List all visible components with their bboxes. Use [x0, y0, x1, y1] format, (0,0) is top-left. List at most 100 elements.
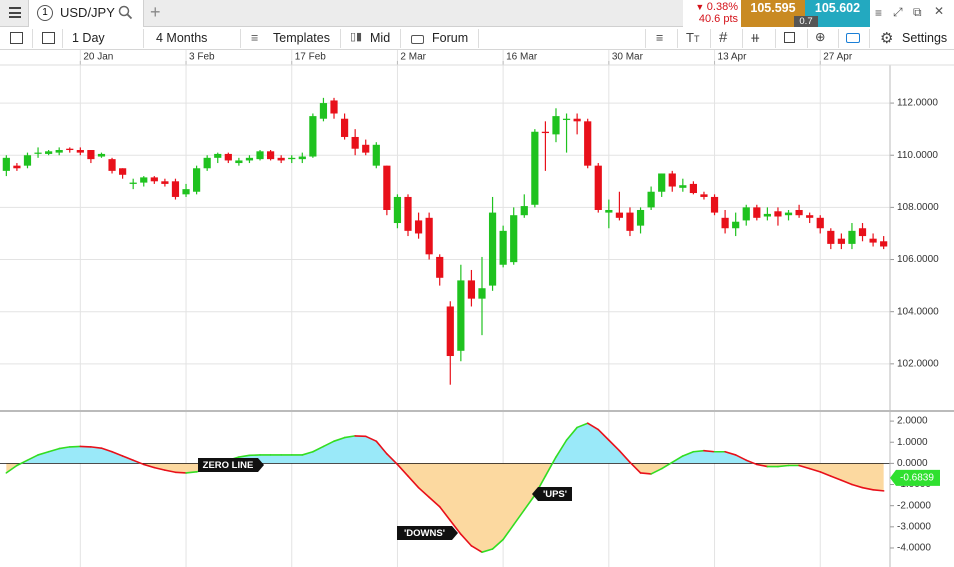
x-tick-label: 17 Feb — [295, 52, 327, 63]
tab-symbol: USD/JPY — [60, 5, 115, 20]
candle-body — [827, 230, 835, 244]
oscillator-segment — [470, 545, 483, 553]
x-tick-label: 2 Mar — [400, 52, 426, 63]
change-panel: ▼ 0.38% 40.6 pts — [683, 0, 741, 27]
window-button[interactable]: ✕ — [934, 4, 945, 18]
oscillator-segment — [153, 466, 166, 471]
oscillator-segment — [164, 469, 177, 474]
candle-body — [266, 151, 275, 160]
oscillator-segment — [428, 496, 441, 508]
oscillator-segment — [26, 454, 39, 462]
area-above-zero — [21, 423, 755, 464]
grid — [0, 50, 890, 567]
tool-button[interactable] — [846, 33, 860, 43]
window-button[interactable]: ⤢ — [893, 5, 903, 19]
price-type-select[interactable]: Mid — [370, 31, 391, 45]
candle-body — [605, 209, 613, 213]
range-select[interactable]: 4 Months — [156, 31, 208, 45]
forum-button[interactable]: Forum — [432, 31, 469, 45]
candle-body — [668, 173, 676, 187]
candle-body — [763, 213, 771, 217]
tool-button[interactable]: ⊕ — [815, 30, 826, 44]
candle-body — [541, 131, 550, 134]
oscillator-segment — [734, 454, 748, 462]
toolbar-icon[interactable] — [10, 32, 23, 44]
menu-button[interactable] — [9, 7, 21, 18]
oscillator-segment — [682, 450, 695, 457]
last-value-box — [890, 469, 940, 486]
candle-body — [531, 131, 539, 205]
y-tick-label: -4.0000 — [897, 543, 931, 554]
tool-button[interactable]: ≡ — [656, 31, 664, 45]
y-tick-label: 0.0000 — [897, 458, 928, 469]
plot — [0, 97, 890, 553]
candle-body — [552, 116, 560, 135]
y-tick-label: 1.0000 — [897, 437, 928, 448]
annotation-box — [397, 526, 458, 540]
oscillator-segment — [576, 422, 589, 429]
oscillator-segment — [16, 459, 29, 467]
oscillator-segment — [238, 454, 251, 458]
y-tick-label: 112.0000 — [897, 98, 938, 109]
candle-body — [457, 280, 465, 351]
candle-body — [562, 118, 571, 121]
candle-body — [816, 217, 824, 229]
x-tick-label: 27 Apr — [823, 52, 853, 63]
candle-body — [753, 207, 761, 218]
tool-button[interactable]: # — [719, 29, 728, 46]
tool-button[interactable]: TT — [686, 30, 700, 45]
candle-icon: ▯▮ — [350, 31, 363, 43]
y-tick-label: 108.0000 — [897, 202, 939, 213]
window-button[interactable]: ⧉ — [913, 5, 922, 19]
oscillator-segment — [830, 475, 843, 482]
window-button[interactable]: ≡ — [875, 6, 883, 20]
candle-body — [488, 212, 497, 286]
candle-body — [584, 121, 592, 166]
search-icon[interactable] — [118, 5, 133, 20]
sell-button[interactable]: 105.595 — [741, 0, 805, 27]
candle-body — [330, 100, 338, 114]
candle-body — [203, 157, 211, 169]
candle-body — [510, 215, 518, 263]
oscillator-segment — [5, 464, 18, 474]
candle-body — [710, 196, 719, 213]
candle-body — [721, 217, 729, 229]
settings-button[interactable]: Settings — [902, 31, 948, 45]
annotation: ZERO LINE — [203, 460, 254, 471]
candle-body — [393, 196, 402, 224]
candle-body — [224, 153, 232, 161]
oscillator-segment — [47, 447, 60, 453]
candle-body — [594, 165, 602, 210]
oscillator-segment — [90, 446, 103, 449]
oscillator-segment — [639, 472, 652, 475]
oscillator-segment — [872, 489, 885, 492]
candle-body — [784, 212, 793, 216]
candle-body — [689, 183, 697, 194]
oscillator-segment — [121, 455, 134, 462]
oscillator-segment — [343, 435, 356, 439]
oscillator-segment — [491, 538, 504, 550]
y-tick-label: 104.0000 — [897, 306, 939, 317]
oscillator-segment — [322, 440, 335, 448]
tool-button[interactable]: ⧺ — [750, 31, 761, 45]
templates-icon: ≡ — [251, 31, 259, 45]
candle-body — [256, 151, 264, 160]
interval-select[interactable]: 1 Day — [72, 31, 105, 45]
candle-body — [2, 157, 10, 171]
symbol-tab[interactable]: 1 USD/JPY — [28, 0, 144, 27]
tool-button[interactable] — [784, 32, 795, 43]
oscillator-segment — [756, 463, 769, 468]
chart: 20 Jan 3 Feb 17 Feb 2 Mar 16 Mar 30 Mar 13 Apr… — [0, 50, 954, 567]
add-tab[interactable]: + — [150, 2, 161, 22]
candle-body — [34, 152, 42, 154]
oscillator-segment — [660, 461, 674, 470]
oscillator-segment — [512, 509, 526, 526]
templates-button[interactable]: Templates — [273, 31, 330, 45]
toolbar: 1 Day 4 Months ≡ Templates ▯▮ Mid Forum … — [0, 27, 954, 50]
annotation-box — [532, 487, 572, 501]
oscillator-segment — [301, 450, 314, 456]
oscillator-segment — [142, 463, 156, 469]
toolbar-icon[interactable] — [42, 32, 55, 44]
candle-body — [700, 194, 708, 197]
candle-body — [277, 157, 285, 161]
